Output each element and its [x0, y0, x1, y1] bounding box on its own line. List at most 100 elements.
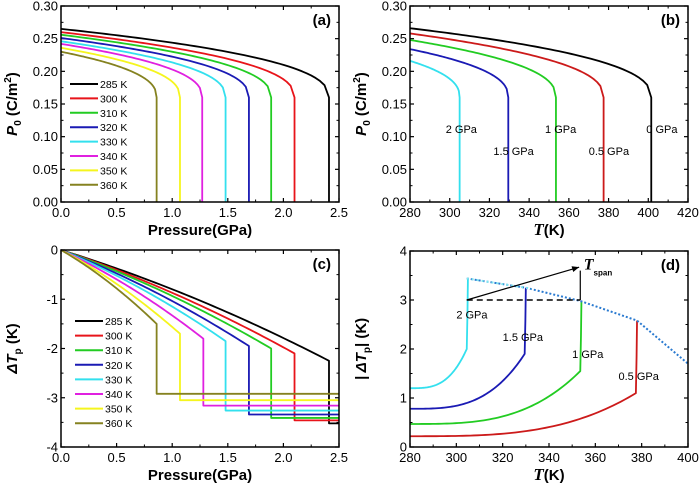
x-tick-label: 0.0 [52, 205, 70, 220]
series-line-330K [60, 249, 339, 412]
legend-label: 320 K [100, 122, 127, 134]
series-annotation: 1 GPa [545, 124, 577, 136]
series-line-350K [60, 46, 181, 202]
y-tick-label: 0.05 [33, 162, 58, 177]
series-annotation: 2 GPa [446, 124, 478, 136]
y-axis-title: P0 (C/m2) [3, 72, 24, 136]
tspan-label: Tspan [584, 257, 613, 278]
x-tick-label: 0.5 [108, 450, 126, 465]
series-line-340K [60, 249, 339, 407]
y-tick-label: 0.20 [33, 64, 58, 79]
x-axis-title-var: T [533, 220, 544, 239]
x-tick-label: 2.5 [330, 205, 348, 220]
tspan-label-sub: span [594, 269, 613, 278]
x-tick-label: 1.5 [219, 205, 237, 220]
panel-label: (c) [313, 256, 331, 273]
series-annotation: 0.5 GPa [619, 371, 660, 383]
legend-label: 285 K [105, 316, 132, 328]
series-line-360K [60, 50, 158, 202]
series-line-340K [60, 43, 204, 202]
series-line-0GPa [409, 27, 653, 202]
series-annotation: 1 GPa [572, 349, 604, 361]
x-tick-label: 2.0 [274, 450, 292, 465]
series-line-15GPa [410, 287, 527, 410]
legend-label: 320 K [105, 360, 132, 372]
plot-frame [409, 250, 689, 448]
legend-label: 330 K [105, 374, 132, 386]
x-tick-label: 420 [677, 205, 699, 220]
series-line-05GPa [410, 320, 638, 438]
series-line-360K [60, 249, 339, 395]
legend-label: 350 K [105, 404, 132, 416]
legend: 285 K 300 K 310 K 320 K 330 K 340 K 350 K 360 K [70, 79, 127, 192]
y-axis-title-sub: 0 [362, 120, 373, 126]
y-tick-label: -4 [46, 440, 58, 455]
x-axis-title-unit: (K) [544, 222, 565, 239]
panel-label: (d) [661, 257, 680, 274]
x-tick-label: 2.5 [330, 450, 348, 465]
panel-b: 280 300 320 340 360 380 400 420 0.00 0.05 0.10 0.15… [352, 0, 699, 239]
panel-label: (b) [661, 12, 680, 29]
legend-label: 330 K [100, 137, 127, 149]
series-line-2GPa [409, 60, 461, 202]
y-tick-label: 0 [400, 440, 407, 455]
legend-label: 300 K [105, 331, 132, 343]
y-tick-label: 0.10 [33, 129, 58, 144]
x-tick-label: 360 [558, 205, 580, 220]
y-axis-title-main: P [4, 125, 21, 136]
x-axis-title: Pressure(GPa) [148, 222, 252, 239]
legend-label: 340 K [105, 389, 132, 401]
series-line-330K [60, 40, 227, 202]
legend-label: 360 K [105, 418, 132, 430]
panel-a: 0.0 0.5 1.0 1.5 2.0 2.5 0.00 0.05 0.10 0.15 0.20 0.… [3, 0, 348, 239]
series-annotation: 1.5 GPa [493, 146, 534, 158]
x-tick-label: 340 [538, 450, 560, 465]
y-axis-title: ΔTp (K) [4, 323, 24, 374]
series-line-2GPa [410, 278, 469, 390]
x-axis-title: T(K) [533, 220, 564, 239]
series-line-310K [60, 33, 273, 202]
series-line-05GPa [409, 32, 605, 202]
series-annotation: 0 GPa [646, 124, 678, 136]
y-axis-title-main: P [353, 125, 370, 136]
series-line-285K [60, 27, 330, 202]
series-line-15GPa [409, 48, 510, 202]
y-tick-label: 0.05 [382, 162, 407, 177]
x-axis-title-unit: (K) [544, 467, 565, 484]
y-axis-title-unit: (C/m [353, 83, 370, 121]
x-tick-label: 320 [492, 450, 514, 465]
tspan-arrow-line [466, 266, 580, 301]
legend-label: 300 K [100, 93, 127, 105]
tspan-arrow-head-icon [571, 266, 580, 273]
series-annotation: 0.5 GPa [589, 146, 630, 158]
series-annotation: 1.5 GPa [503, 332, 544, 344]
legend-label: 310 K [105, 345, 132, 357]
x-tick-label: 360 [584, 450, 606, 465]
y-axis-title-unit: | (K) [353, 318, 370, 347]
y-axis-title-close: ) [353, 72, 370, 77]
y-tick-label: 0.25 [33, 31, 58, 46]
series-line-1GPa [410, 300, 583, 425]
x-axis-title: Pressure(GPa) [148, 467, 252, 484]
x-tick-label: 0.0 [52, 450, 70, 465]
x-tick-label: 380 [631, 450, 653, 465]
plot-frame [60, 5, 340, 203]
y-tick-label: 0 [51, 243, 58, 258]
y-tick-label: 0.30 [33, 0, 58, 14]
y-axis-title-close: ) [4, 72, 21, 77]
y-tick-label: 2 [400, 342, 407, 357]
y-axis-title-unit: (C/m [4, 83, 21, 121]
y-axis-title-sup: 2 [3, 77, 14, 83]
x-tick-label: 400 [677, 450, 699, 465]
series-line-320K [60, 249, 339, 416]
series-line-310K [60, 249, 339, 419]
y-tick-label: 0.30 [382, 0, 407, 14]
series-line-1GPa [409, 39, 557, 202]
series-line-285K [60, 249, 339, 425]
x-tick-label: 280 [399, 205, 421, 220]
y-axis-title-sub: 0 [13, 120, 24, 126]
x-tick-label: 320 [479, 205, 501, 220]
y-tick-label: 0.15 [33, 97, 58, 112]
y-tick-label: 0.00 [33, 195, 58, 210]
